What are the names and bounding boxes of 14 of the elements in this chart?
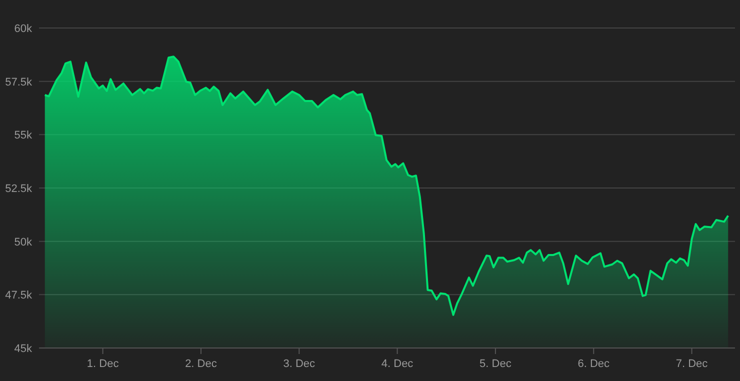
y-tick-label: 55k xyxy=(14,130,32,142)
y-tick-label: 60k xyxy=(14,23,32,35)
x-tick-label: 5. Dec xyxy=(480,358,512,370)
x-tick-label: 7. Dec xyxy=(676,358,708,370)
x-tick-label: 1. Dec xyxy=(86,358,120,370)
y-tick-label: 47.5k xyxy=(5,290,32,302)
y-tick-label: 50k xyxy=(14,236,32,248)
x-tick-label: 2. Dec xyxy=(185,358,218,370)
x-tick-label: 3. Dec xyxy=(283,358,316,370)
y-tick-label: 57.5k xyxy=(5,76,32,88)
x-tick-label: 4. Dec xyxy=(381,358,414,370)
y-tick-label: 52.5k xyxy=(5,183,32,195)
y-tick-label: 45k xyxy=(14,343,32,355)
x-tick-label: 6. Dec xyxy=(578,358,610,370)
